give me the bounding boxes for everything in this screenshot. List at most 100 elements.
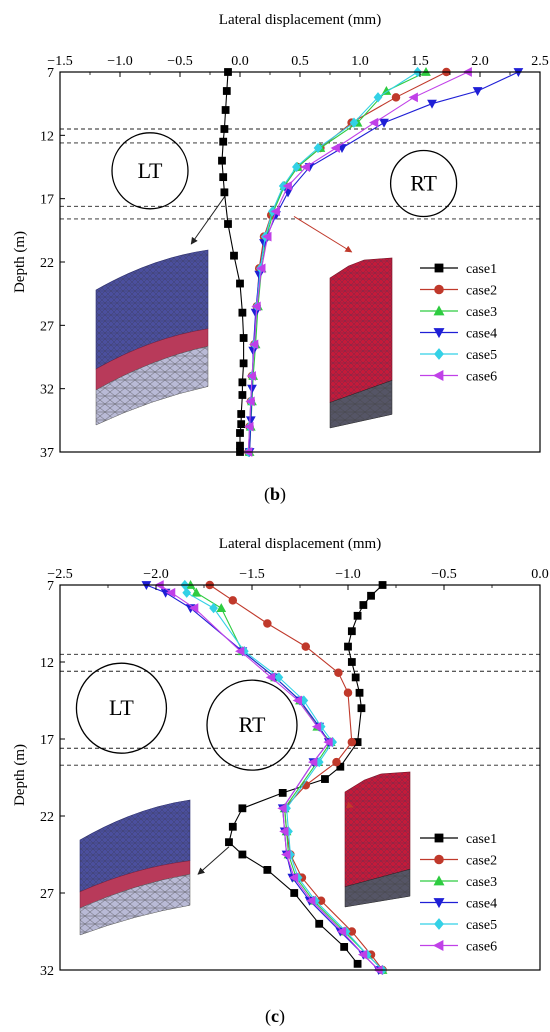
panel-c-axes: −2.5 −2.0 −1.5 −1.0 −0.5 0.0 7 12 17 22 27 32: [40, 567, 549, 979]
data-point-case6: [357, 949, 368, 960]
inset-arrow: [345, 801, 354, 809]
data-point-case1: [237, 410, 246, 418]
legend-marker-case2: [434, 284, 444, 295]
legend-marker-case6: [432, 940, 444, 951]
data-point-case5: [292, 161, 301, 173]
data-point-case6: [308, 757, 318, 767]
data-point-case3: [216, 603, 227, 612]
x-tick-label: −2.5: [47, 567, 72, 582]
legend-label-case4: case4: [466, 897, 497, 912]
data-point-case1: [239, 359, 248, 368]
data-point-case6: [306, 895, 316, 906]
data-point-case1: [290, 889, 299, 897]
x-axis-title: Lateral displacement (mm): [219, 12, 381, 28]
legend-label-case6: case6: [466, 940, 497, 955]
data-point-case2: [263, 619, 272, 628]
data-point-case2: [343, 688, 353, 698]
data-point-case6: [262, 231, 272, 242]
y-tick-label: 12: [40, 129, 54, 144]
legend-label-case4: case4: [466, 327, 497, 342]
data-point-case6: [311, 721, 322, 732]
inset-right-tunnel-mesh: [344, 771, 411, 908]
data-point-case1: [237, 420, 246, 429]
legend-marker-case4: [433, 328, 445, 339]
y-axis-title: Depth (m): [12, 231, 28, 293]
data-point-case6: [368, 117, 379, 128]
data-point-case1: [238, 850, 247, 859]
x-tick-label: −2.0: [143, 567, 168, 582]
data-point-case5: [182, 587, 192, 598]
data-point-case5: [209, 602, 218, 614]
data-point-case1: [230, 251, 238, 260]
data-point-case1: [353, 611, 362, 620]
tunnel-label: LT: [138, 158, 163, 183]
legend-label-case5: case5: [466, 918, 497, 933]
y-tick-label: 32: [40, 964, 54, 979]
data-point-case1: [351, 673, 360, 682]
data-point-case6: [292, 695, 302, 706]
x-tick-label: −0.5: [431, 567, 456, 582]
legend-marker-case5: [434, 918, 444, 930]
data-point-case1: [219, 173, 228, 182]
series-line-case4: [146, 584, 380, 971]
panel-b-axes: −1.5 −1.0 −0.5 0.0 0.5 1.0 1.5 2.0 2.5 7 12 17 22 27 3…: [40, 54, 549, 461]
legend-label-case6: case6: [466, 370, 497, 385]
x-tick-label: −1.0: [107, 54, 132, 69]
data-point-case6: [235, 646, 245, 657]
data-point-case2: [391, 93, 401, 102]
legend-label-case3: case3: [466, 305, 497, 320]
legend-label-case3: case3: [466, 875, 497, 890]
data-point-case6: [300, 162, 310, 172]
data-point-case6: [244, 421, 254, 432]
inset-arrow: [197, 846, 230, 875]
x-axis-title: Lateral displacement (mm): [219, 536, 381, 552]
data-point-case6: [165, 587, 176, 598]
y-tick-label: 27: [40, 319, 54, 334]
data-point-case4: [250, 308, 261, 318]
data-point-case5: [313, 142, 323, 154]
panel-label: (b): [264, 484, 286, 505]
inset-left-tunnel-mesh: [79, 799, 191, 936]
data-point-case1: [238, 804, 247, 813]
data-point-case1: [321, 775, 329, 783]
x-tick-label: 1.0: [351, 54, 369, 69]
series-line-case2: [209, 584, 384, 971]
tunnel-circle: [75, 662, 168, 754]
panel-b-data: [218, 66, 524, 458]
data-point-case4: [379, 118, 389, 128]
data-point-case1: [225, 838, 233, 847]
data-point-case1: [355, 688, 364, 697]
panel-c-data: [141, 579, 388, 976]
x-tick-label: 0.0: [531, 567, 549, 582]
data-point-case6: [265, 672, 276, 683]
data-point-case1: [239, 334, 248, 342]
tunnel-label: RT: [239, 712, 266, 737]
data-point-case6: [281, 849, 291, 860]
data-point-case6: [282, 181, 292, 191]
y-tick-label: 12: [40, 656, 54, 671]
data-point-case4: [472, 87, 483, 97]
x-tick-label: 2.0: [471, 54, 489, 69]
data-point-case6: [408, 92, 418, 103]
data-point-case1: [220, 188, 229, 197]
data-point-case1: [367, 591, 375, 600]
tunnel-label: RT: [410, 170, 437, 195]
data-point-case6: [251, 301, 261, 312]
y-tick-label: 7: [47, 66, 54, 81]
y-axis-title: Depth (m): [12, 744, 28, 806]
y-tick-label: 37: [40, 446, 54, 461]
legend-label-case1: case1: [466, 262, 497, 277]
tunnel-label: LT: [109, 695, 134, 720]
data-point-case1: [347, 627, 356, 636]
legend-label-case1: case1: [466, 832, 497, 847]
panel-label: (c): [265, 1006, 285, 1027]
y-tick-label: 22: [40, 256, 54, 271]
data-point-case1: [218, 156, 226, 165]
tunnel-circle: [111, 132, 189, 210]
x-tick-label: −1.5: [47, 54, 72, 69]
legend-label-case2: case2: [466, 284, 497, 299]
inset-arrow: [293, 215, 353, 253]
series-line-case5: [184, 584, 383, 971]
data-point-case6: [245, 396, 255, 407]
data-point-case1: [238, 391, 247, 399]
